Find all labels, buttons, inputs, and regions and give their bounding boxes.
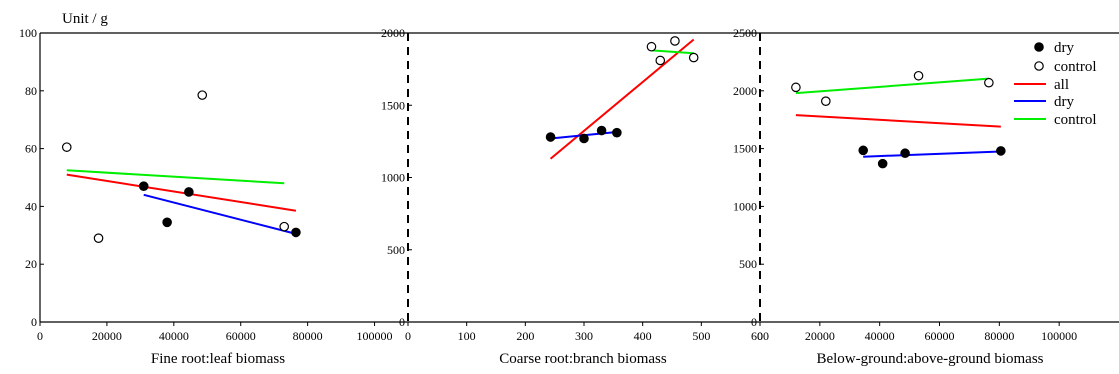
dry-point: [612, 127, 622, 138]
y-tick-label: 1000: [733, 199, 757, 213]
control-point: [279, 221, 290, 232]
legend-label: control: [1054, 112, 1097, 128]
y-tick-label: 40: [25, 199, 37, 213]
panel-2: 0 500 1000 1500 2000 0 100 200 300 400 500 600 Coars…: [381, 26, 769, 367]
dry-point: [996, 146, 1006, 156]
dry-point: [184, 187, 194, 197]
fit-line-control: [651, 49, 694, 55]
x-tick-label: 0: [757, 329, 763, 343]
y-tick-label: 0: [399, 315, 405, 329]
dry-point: [291, 227, 301, 238]
x-tick-label: 0: [37, 329, 43, 343]
legend-marker-control: [1034, 61, 1044, 71]
control-point: [670, 36, 680, 46]
x-tick-label: 0: [405, 329, 411, 343]
y-tick-label: 0: [31, 315, 37, 329]
panel-3: 0 500 1000 1500 2000 2500 0 20000 40000 60000 8000…: [733, 26, 1119, 367]
x-tick-label: 40000: [159, 329, 189, 343]
y-tick-label: 60: [25, 142, 37, 156]
x-tick-label: 600: [751, 329, 769, 343]
x-tick-label: 100000: [357, 329, 393, 343]
x-tick-label: 20000: [805, 329, 835, 343]
control-point: [791, 82, 801, 93]
x-axis-label: Coarse root:branch biomass: [499, 351, 667, 367]
x-tick-label: 100: [458, 329, 476, 343]
dry-point: [138, 181, 149, 191]
x-tick-label: 80000: [984, 329, 1014, 343]
y-tick-label: 500: [739, 257, 757, 271]
y-tick-label: 2500: [733, 26, 757, 40]
fit-line-all: [549, 38, 695, 160]
x-axis-label: Fine root:leaf biomass: [151, 351, 285, 367]
dry-point: [162, 217, 172, 228]
y-tick-label: 1000: [381, 171, 405, 185]
x-tick-label: 40000: [865, 329, 895, 343]
control-point: [646, 41, 657, 52]
y-tick-label: 500: [387, 243, 405, 257]
legend-label: all: [1054, 77, 1069, 93]
control-point: [61, 142, 72, 152]
y-tick-label: 0: [751, 315, 757, 329]
fit-line-control: [795, 77, 989, 95]
x-tick-label: 60000: [925, 329, 955, 343]
x-tick-label: 200: [516, 329, 534, 343]
x-tick-label: 80000: [293, 329, 323, 343]
fit-line-control: [66, 169, 285, 185]
legend-label: dry: [1054, 40, 1074, 56]
control-point: [197, 90, 208, 100]
legend-label: dry: [1054, 94, 1074, 110]
control-point: [688, 52, 699, 63]
x-tick-label: 300: [575, 329, 593, 343]
x-tick-label: 100000: [1041, 329, 1077, 343]
y-tick-label: 100: [19, 26, 37, 40]
x-tick-label: 400: [634, 329, 652, 343]
y-tick-label: 20: [25, 257, 37, 271]
dry-point: [877, 158, 888, 169]
legend-label: control: [1054, 59, 1097, 75]
control-point: [93, 233, 104, 243]
x-axis-label: Below-ground:above-ground biomass: [816, 351, 1043, 367]
fit-line-all: [66, 173, 297, 212]
y-tick-label: 2000: [733, 84, 757, 98]
y-tick-label: 2000: [381, 26, 405, 40]
unit-label: Unit / g: [62, 11, 108, 27]
y-tick-label: 1500: [733, 142, 757, 156]
x-tick-label: 60000: [226, 329, 256, 343]
control-point: [913, 70, 924, 81]
x-tick-label: 20000: [92, 329, 122, 343]
y-tick-label: 80: [25, 84, 37, 98]
fit-line-all: [795, 114, 1001, 128]
control-point: [821, 96, 831, 107]
control-point: [984, 77, 994, 88]
dry-point: [858, 145, 869, 156]
fit-line-dry: [863, 150, 1001, 158]
control-point: [655, 55, 666, 66]
dry-point: [579, 133, 589, 144]
dry-point: [545, 132, 556, 142]
legend-marker-dry: [1034, 42, 1044, 52]
y-tick-label: 1500: [381, 98, 405, 112]
fit-line-dry: [143, 193, 297, 235]
x-tick-label: 500: [692, 329, 710, 343]
dry-point: [596, 125, 607, 136]
dry-point: [900, 148, 910, 159]
